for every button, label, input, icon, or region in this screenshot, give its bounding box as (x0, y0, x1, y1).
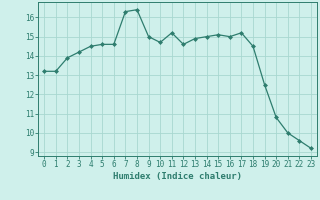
X-axis label: Humidex (Indice chaleur): Humidex (Indice chaleur) (113, 172, 242, 181)
